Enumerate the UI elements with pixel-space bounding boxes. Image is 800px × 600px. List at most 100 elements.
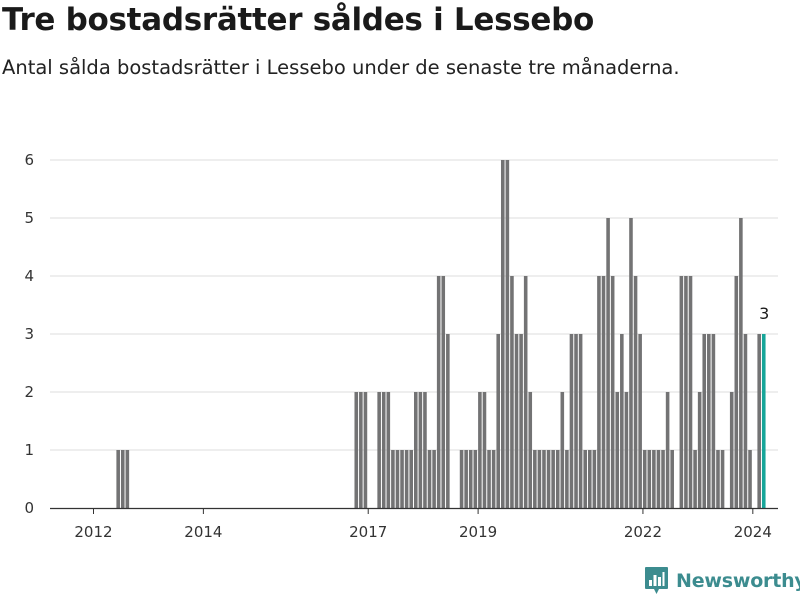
bar [519, 334, 523, 508]
chart-title: Tre bostadsrätter såldes i Lessebo [2, 2, 594, 38]
bar [459, 450, 464, 508]
bar [542, 450, 546, 508]
bar [638, 334, 642, 508]
bar [116, 450, 120, 508]
x-tick-label: 2017 [349, 523, 387, 541]
bar [707, 334, 711, 508]
bars [116, 160, 766, 508]
bar [702, 334, 707, 508]
bar [629, 218, 633, 508]
y-tick-label: 3 [24, 325, 34, 343]
bar [418, 392, 423, 508]
bar [491, 450, 496, 508]
bar [601, 276, 606, 508]
bar [496, 334, 500, 508]
bar [423, 392, 427, 508]
x-tick-label: 2019 [459, 523, 497, 541]
data-labels: 3 [759, 304, 769, 323]
bar [656, 450, 661, 508]
bar [537, 450, 542, 508]
bar [354, 392, 359, 508]
bar [569, 334, 574, 508]
bar [436, 276, 441, 508]
y-tick-label: 5 [24, 209, 34, 227]
x-tick-label: 2014 [184, 523, 222, 541]
bar [555, 450, 560, 508]
bar [478, 392, 482, 508]
y-tick-label: 0 [24, 499, 34, 517]
bar [606, 218, 610, 508]
y-tick-label: 2 [24, 383, 34, 401]
x-tick-label: 2022 [624, 523, 662, 541]
bar [546, 450, 551, 508]
bar [446, 334, 450, 508]
bar [391, 450, 395, 508]
bar [661, 450, 665, 508]
bar [693, 450, 697, 508]
y-tick-label: 6 [24, 151, 34, 169]
bar [125, 450, 130, 508]
bar [395, 450, 400, 508]
bar [409, 450, 413, 508]
bar [642, 450, 647, 508]
bar [615, 392, 620, 508]
bar [652, 450, 656, 508]
bar [620, 334, 624, 508]
bar [505, 160, 510, 508]
bar [665, 392, 670, 508]
bar [551, 450, 555, 508]
bar [729, 392, 734, 508]
bar [381, 392, 386, 508]
newsworthy-logo-icon [645, 567, 668, 594]
bar [414, 392, 418, 508]
x-axis: 2012 2014 2017 2019 2022 2024 [74, 508, 772, 541]
bar [587, 450, 592, 508]
bar [688, 276, 693, 508]
bar [404, 450, 409, 508]
bar [647, 450, 652, 508]
bar [386, 392, 391, 508]
bar [610, 276, 615, 508]
bar [720, 450, 725, 508]
bar [400, 450, 404, 508]
bar [487, 450, 491, 508]
bar [670, 450, 674, 508]
y-tick-label: 4 [24, 267, 34, 285]
bar [432, 450, 436, 508]
x-tick-label: 2012 [74, 523, 112, 541]
bar [597, 276, 601, 508]
bar [583, 450, 587, 508]
bar [359, 392, 363, 508]
brand-logo: Newsworthy [644, 566, 800, 596]
bar [528, 392, 533, 508]
bar [711, 334, 716, 508]
bar [514, 334, 519, 508]
bar [697, 392, 702, 508]
bar [533, 450, 537, 508]
bar [441, 276, 446, 508]
bar [523, 276, 528, 508]
bar [716, 450, 720, 508]
bar [377, 392, 381, 508]
x-tick-label: 2024 [734, 523, 772, 541]
bar [560, 392, 565, 508]
bar [624, 392, 629, 508]
bar [363, 392, 368, 508]
y-tick-label: 1 [24, 441, 34, 459]
bar [748, 450, 752, 508]
bar-highlight [761, 334, 766, 508]
bar [464, 450, 468, 508]
chart-subtitle: Antal sålda bostadsrätter i Lessebo unde… [2, 56, 680, 79]
bar-chart: 0 1 2 3 4 5 6 2012 2014 2017 2019 2022 2024 3 [24, 151, 778, 541]
brand-name: Newsworthy [676, 570, 800, 592]
bar [565, 450, 569, 508]
bar [734, 276, 739, 508]
bar [427, 450, 432, 508]
bar [510, 276, 514, 508]
bar [743, 334, 748, 508]
bar [684, 276, 688, 508]
bar [633, 276, 638, 508]
bar [679, 276, 684, 508]
bar [482, 392, 487, 508]
bar [739, 218, 743, 508]
